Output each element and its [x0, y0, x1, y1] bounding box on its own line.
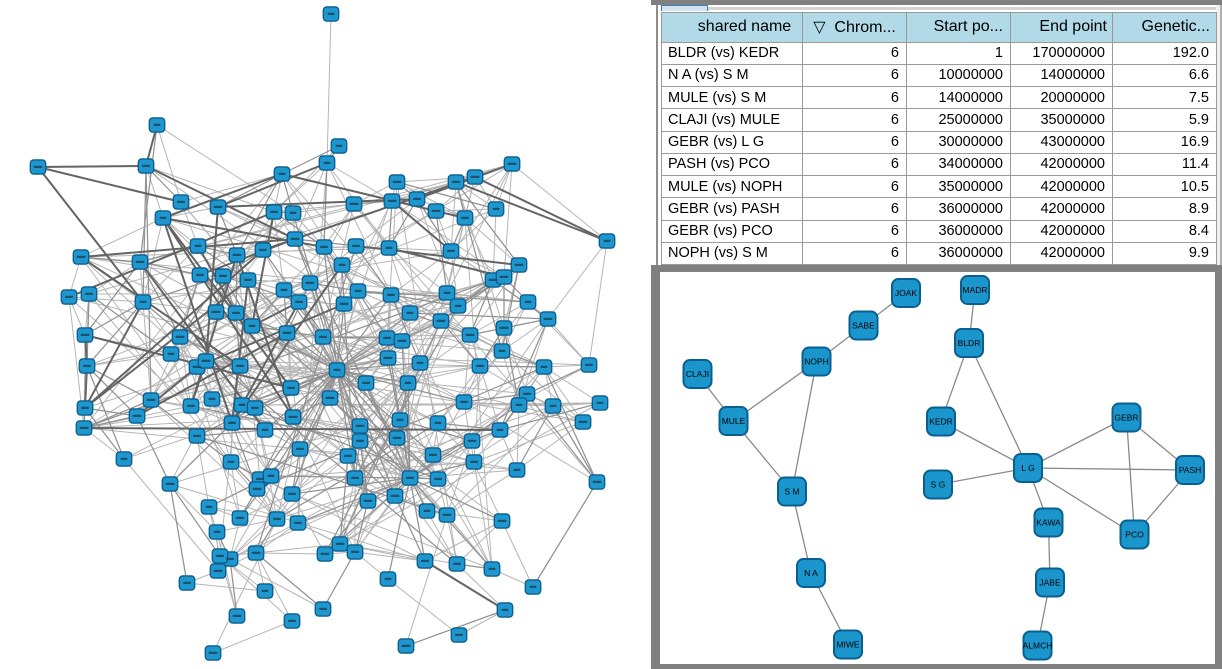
svg-text:MADR: MADR	[962, 285, 987, 295]
svg-text:SABE: SABE	[852, 320, 875, 330]
svg-text:JABE: JABE	[1039, 577, 1061, 587]
svg-text:JOAK: JOAK	[895, 288, 918, 298]
svg-text:GEBR: GEBR	[1114, 412, 1138, 422]
svg-text:S M: S M	[784, 486, 799, 496]
svg-text:ALMCH: ALMCH	[1023, 640, 1053, 650]
svg-text:MIWE: MIWE	[836, 639, 859, 649]
svg-text:L G: L G	[1021, 463, 1034, 473]
svg-text:CLAJI: CLAJI	[686, 369, 709, 379]
svg-text:N A: N A	[804, 568, 818, 578]
svg-text:KEDR: KEDR	[929, 416, 953, 426]
svg-text:PCO: PCO	[1125, 529, 1144, 539]
svg-text:NOPH: NOPH	[804, 356, 829, 366]
svg-text:S G: S G	[931, 479, 946, 489]
svg-text:BLDR: BLDR	[958, 338, 981, 348]
svg-text:MULE: MULE	[722, 416, 746, 426]
svg-text:PASH: PASH	[1179, 465, 1202, 475]
svg-text:KAWA: KAWA	[1036, 517, 1061, 527]
